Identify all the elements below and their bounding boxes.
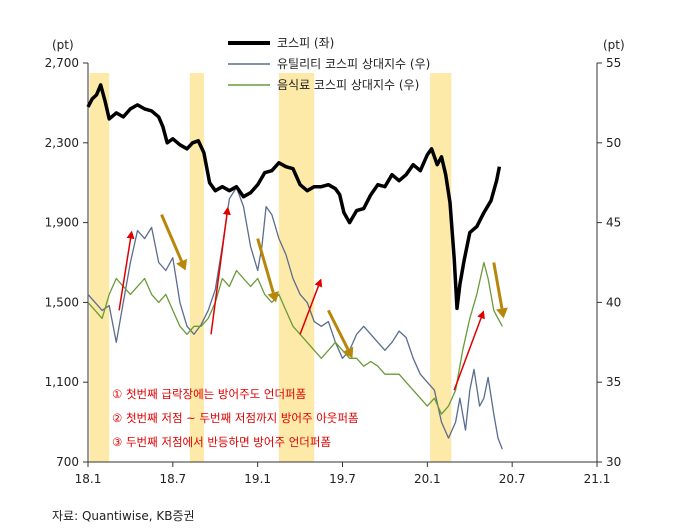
x-tick-label: 20.7 xyxy=(499,472,526,486)
shaded-period-4 xyxy=(430,73,452,462)
right-tick-label: 55 xyxy=(606,56,621,70)
shaded-period-3 xyxy=(278,73,315,462)
source-note: 자료: Quantiwise, KB증권 xyxy=(52,509,195,523)
left-tick-label: 1,500 xyxy=(45,295,79,309)
axes xyxy=(87,63,598,463)
x-tick-label: 18.7 xyxy=(159,472,186,486)
right-tick-label: 35 xyxy=(606,375,621,389)
left-tick-label: 700 xyxy=(56,455,79,469)
legend-label-utility: 유틸리티 코스피 상대지수 (우) xyxy=(277,57,430,71)
trend-arrow-3 xyxy=(210,206,231,335)
shaded-periods xyxy=(89,73,452,462)
trend-arrow-5 xyxy=(299,278,323,335)
tick-labels: 2,700 2,300 1,900 1,500 1,100 700 55 50 45 40 35 30… xyxy=(45,56,622,486)
left-tick-label: 1,100 xyxy=(45,375,79,389)
arrows xyxy=(118,206,508,391)
left-tick-label: 1,900 xyxy=(45,216,79,230)
note-1: ① 첫번째 급락장에는 방어주도 언더퍼폼 xyxy=(112,387,306,401)
right-tick-label: 45 xyxy=(606,216,621,230)
right-tick-label: 30 xyxy=(606,455,621,469)
x-tick-label: 19.1 xyxy=(244,472,271,486)
left-axis-unit: (pt) xyxy=(52,38,74,52)
trend-arrow-2 xyxy=(160,214,188,271)
left-tick-label: 2,700 xyxy=(45,56,79,70)
right-axis-unit: (pt) xyxy=(603,38,625,52)
x-tick-label: 21.1 xyxy=(584,472,611,486)
series-line-utility xyxy=(87,186,503,450)
note-3: ③ 두번째 저점에서 반등하면 방어주 언더퍼폼 xyxy=(112,435,331,449)
shaded-period-2 xyxy=(189,73,204,462)
trend-arrow-1 xyxy=(118,230,135,311)
note-2: ② 첫번째 저점 ~ 두번째 저점까지 방어주 아웃퍼폼 xyxy=(112,411,359,425)
trend-arrow-4 xyxy=(256,238,280,303)
legend-label-food: 음식료 코스피 상대지수 (우) xyxy=(277,78,419,92)
trend-arrow-6 xyxy=(327,309,354,359)
x-tick-label: 20.1 xyxy=(414,472,441,486)
right-tick-label: 40 xyxy=(606,295,621,309)
legend-label-kospi: 코스피 (좌) xyxy=(277,36,334,50)
trend-arrow-7 xyxy=(453,310,485,391)
legend: 코스피 (좌) 유틸리티 코스피 상대지수 (우) 음식료 코스피 상대지수 (… xyxy=(228,36,430,92)
right-tick-label: 50 xyxy=(606,136,621,150)
trend-arrow-8 xyxy=(492,262,508,319)
x-tick-label: 18.1 xyxy=(75,472,102,486)
shaded-period-1 xyxy=(89,73,110,462)
series-line-kospi xyxy=(86,83,502,311)
left-tick-label: 2,300 xyxy=(45,136,79,150)
x-tick-label: 19.7 xyxy=(329,472,356,486)
annotation-notes: ① 첫번째 급락장에는 방어주도 언더퍼폼 ② 첫번째 저점 ~ 두번째 저점까… xyxy=(112,387,359,449)
